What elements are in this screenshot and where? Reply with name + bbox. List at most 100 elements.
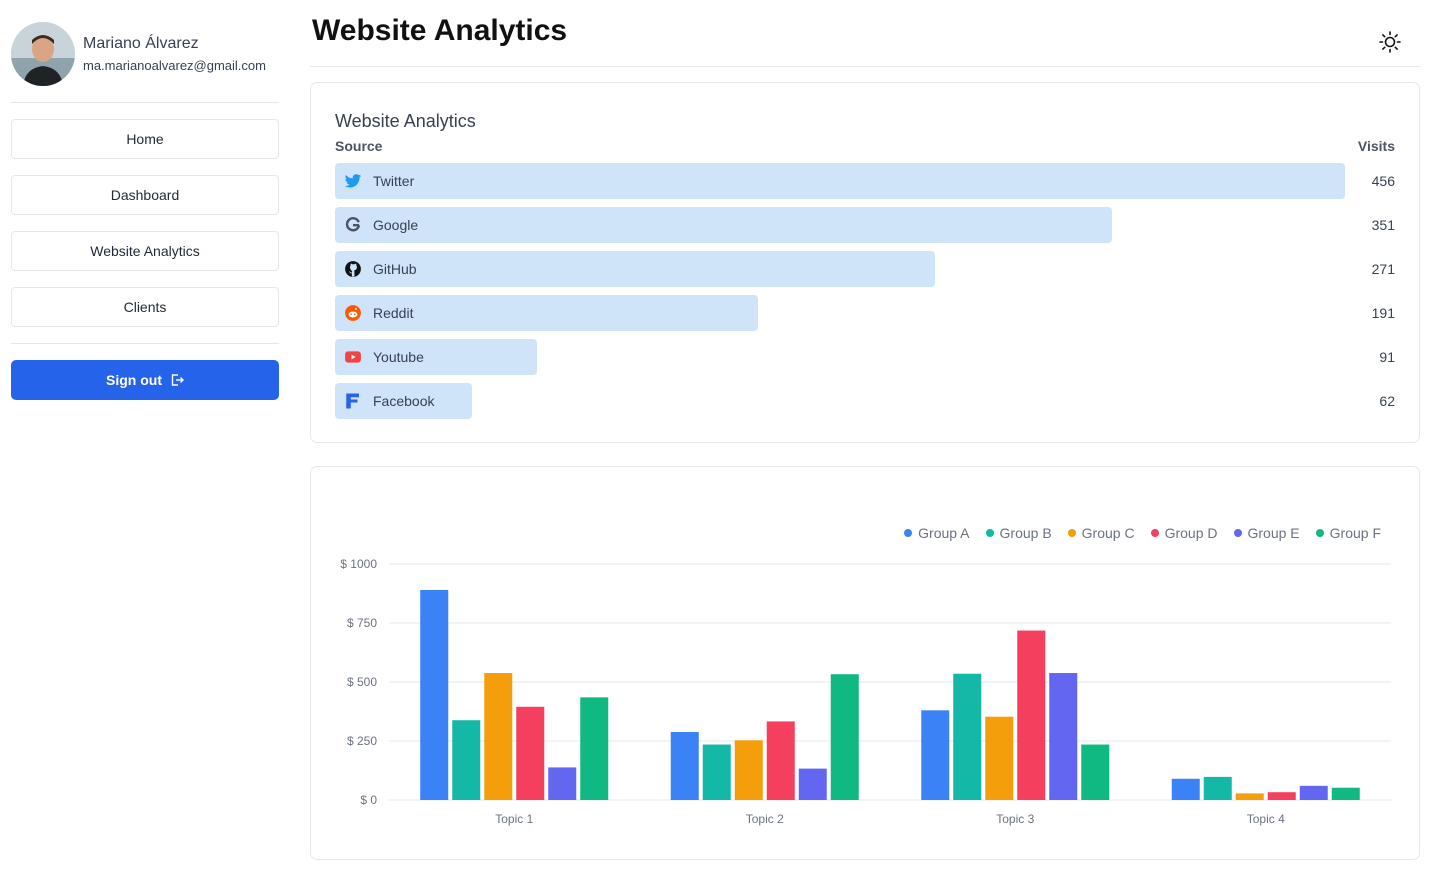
source-row-facebook: Facebook 62 (335, 383, 1395, 419)
source-row-youtube: Youtube 91 (335, 339, 1395, 375)
bar-group-a-topic-4[interactable] (1171, 778, 1200, 800)
visits-value: 62 (1379, 393, 1395, 409)
legend-label: Group A (918, 525, 970, 541)
legend-dot (1233, 529, 1242, 537)
bar-group-b-topic-4[interactable] (1203, 776, 1232, 800)
column-header-source: Source (335, 138, 383, 154)
visits-value: 191 (1371, 305, 1395, 321)
nav-clients-button[interactable]: Clients (11, 287, 279, 327)
sidebar-divider (11, 102, 279, 103)
y-tick-label: $ 1000 (340, 557, 377, 571)
bar-group-f-topic-3[interactable] (1081, 744, 1110, 800)
sign-out-button[interactable]: Sign out (11, 360, 279, 400)
nav-website-analytics-button[interactable]: Website Analytics (11, 231, 279, 271)
bar-group-f-topic-1[interactable] (580, 697, 609, 800)
bar-group-d-topic-4[interactable] (1267, 792, 1296, 800)
bar-group-c-topic-1[interactable] (484, 673, 513, 800)
visits-value: 91 (1379, 349, 1395, 365)
source-label: Google (373, 217, 419, 233)
header-divider (310, 66, 1420, 67)
page-title: Website Analytics (312, 14, 568, 47)
reddit-icon (345, 305, 361, 321)
visits-value: 456 (1371, 173, 1395, 189)
card-title: Website Analytics (335, 111, 476, 131)
legend-dot (904, 529, 913, 537)
bar-group-c-topic-3[interactable] (985, 716, 1014, 800)
bar-group-e-topic-1[interactable] (548, 767, 577, 800)
bar-chart: $ 0 $ 250 $ 500 $ 750 $ 1000 Topic 1 Topic 2 To… (340, 557, 1391, 826)
github-icon (345, 261, 361, 277)
source-label: GitHub (373, 261, 417, 277)
sidebar-divider (11, 343, 279, 344)
x-tick-label: Topic 2 (746, 812, 784, 826)
bar-group-b-topic-3[interactable] (953, 673, 982, 800)
legend-dot (1067, 529, 1076, 537)
x-tick-label: Topic 3 (996, 812, 1034, 826)
legend-dot (1315, 529, 1324, 537)
bar-group-b-topic-1[interactable] (452, 720, 481, 800)
bar-group-d-topic-2[interactable] (766, 721, 795, 800)
y-tick-label: $ 750 (347, 616, 377, 630)
source-row-twitter: Twitter 456 (335, 163, 1395, 199)
legend-label: Group E (1247, 525, 1300, 541)
legend-item[interactable]: Group C (1067, 525, 1135, 541)
bar-group-f-topic-4[interactable] (1331, 787, 1360, 800)
theme-toggle-button[interactable] (1378, 30, 1402, 54)
bar-group-e-topic-4[interactable] (1299, 785, 1328, 800)
chart-legend: Group A Group B Group C Group D Group E Group… (904, 525, 1381, 541)
legend-item[interactable]: Group A (904, 525, 970, 541)
user-name: Mariano Álvarez (83, 35, 199, 52)
legend-item[interactable]: Group D (1150, 525, 1218, 541)
visits-bar (335, 295, 758, 331)
visits-bar (335, 251, 935, 287)
bar-group-a-topic-2[interactable] (670, 732, 699, 800)
user-profile: Mariano Álvarez ma.marianoalvarez@gmail.… (11, 22, 279, 86)
y-tick-label: $ 250 (347, 734, 377, 748)
visits-bar (335, 207, 1112, 243)
source-row-github: GitHub 271 (335, 251, 1395, 287)
bar-group-f-topic-2[interactable] (830, 674, 859, 800)
bar-group-e-topic-2[interactable] (798, 768, 827, 800)
source-label: Reddit (373, 305, 414, 321)
bar-group-c-topic-4[interactable] (1235, 793, 1264, 800)
legend-label: Group D (1164, 525, 1218, 541)
youtube-icon (345, 351, 361, 363)
analytics-card: Website Analytics Source Visits Twitter … (310, 82, 1420, 443)
legend-item[interactable]: Group E (1233, 525, 1300, 541)
bar-group-d-topic-3[interactable] (1017, 630, 1046, 800)
visits-value: 271 (1371, 261, 1395, 277)
visits-value: 351 (1371, 217, 1395, 233)
legend-item[interactable]: Group F (1315, 525, 1381, 541)
legend-label: Group B (999, 525, 1052, 541)
column-header-visits: Visits (1357, 138, 1395, 154)
legend-item[interactable]: Group B (985, 525, 1052, 541)
bar-group-b-topic-2[interactable] (702, 744, 731, 800)
y-tick-label: $ 500 (347, 675, 377, 689)
source-label: Facebook (373, 393, 435, 409)
sun-icon (1379, 31, 1401, 53)
x-tick-label: Topic 1 (495, 812, 533, 826)
nav-home-button[interactable]: Home (11, 119, 279, 159)
sign-out-icon (171, 374, 184, 386)
legend-dot (1150, 529, 1159, 537)
chart-card: $ 0 $ 250 $ 500 $ 750 $ 1000 Topic 1 Topic 2 To… (310, 466, 1420, 860)
legend-label: Group F (1329, 525, 1381, 541)
visits-bar (335, 163, 1345, 199)
bar-group-a-topic-1[interactable] (420, 589, 449, 800)
y-tick-label: $ 0 (360, 793, 377, 807)
x-tick-label: Topic 4 (1247, 812, 1285, 826)
google-icon (345, 217, 361, 232)
legend-dot (985, 529, 994, 537)
visits-bar (335, 383, 472, 419)
source-label: Twitter (373, 173, 415, 189)
user-email: ma.marianoalvarez@gmail.com (83, 58, 266, 73)
nav-dashboard-button[interactable]: Dashboard (11, 175, 279, 215)
avatar (11, 22, 75, 86)
source-label: Youtube (373, 349, 424, 365)
bar-group-c-topic-2[interactable] (734, 740, 763, 800)
twitter-icon (344, 174, 362, 188)
bar-group-d-topic-1[interactable] (516, 706, 545, 800)
bar-group-a-topic-3[interactable] (921, 710, 950, 800)
source-row-reddit: Reddit 191 (335, 295, 1395, 331)
bar-group-e-topic-3[interactable] (1049, 673, 1078, 800)
